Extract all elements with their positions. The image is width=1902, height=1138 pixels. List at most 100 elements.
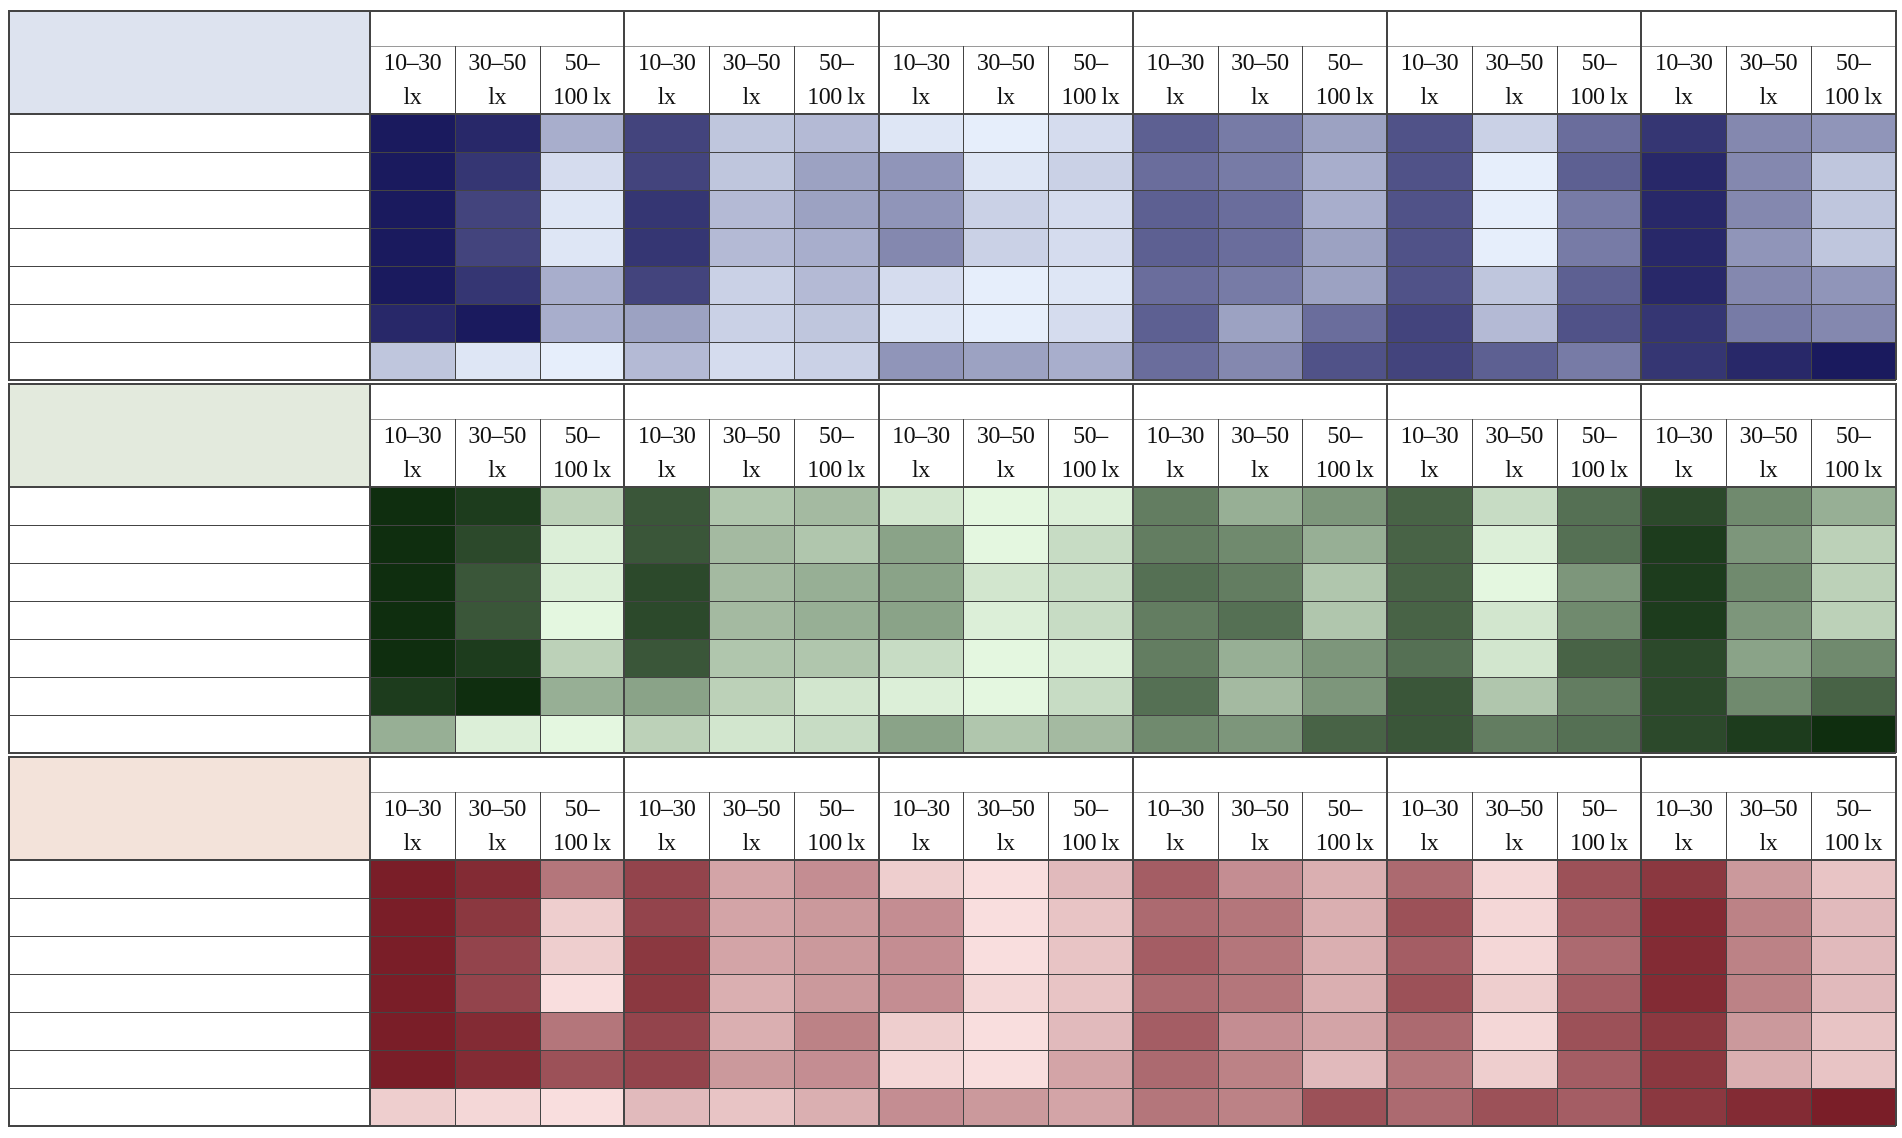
heatmap-cell (793, 677, 879, 715)
illuminance-header: 50– 100 lx (1557, 46, 1642, 114)
heatmap-cell (1726, 342, 1811, 380)
heatmap-cell (624, 898, 709, 936)
heatmap-cell (709, 639, 794, 677)
illuminance-unit: lx (657, 457, 676, 483)
illuminance-top: 10–30 (637, 423, 696, 449)
heatmap-cell (1641, 228, 1726, 266)
heatmap-cell (454, 228, 540, 266)
heatmap-cell (1217, 1088, 1303, 1126)
heatmap-cell (1217, 114, 1303, 152)
heatmap-cell (1726, 601, 1811, 639)
heatmap-cell (1726, 974, 1811, 1012)
heatmap-cell (963, 677, 1048, 715)
row-divider (8, 639, 1896, 640)
heatmap-cell (1132, 152, 1218, 190)
illuminance-header: 30–50 lx (963, 792, 1048, 860)
illuminance-top: 10–30 (1654, 796, 1713, 822)
heatmap-cell (963, 525, 1048, 563)
heatmap-cell (1641, 860, 1726, 898)
heatmap-cell (454, 936, 540, 974)
illuminance-top: 50– (1835, 796, 1871, 822)
column-divider (1302, 792, 1304, 1126)
illuminance-header: 10–30 lx (879, 792, 964, 860)
row-label (8, 190, 370, 228)
illuminance-header: 30–50 lx (1218, 46, 1303, 114)
heatmap-cell (709, 974, 794, 1012)
heatmap-cell (793, 342, 879, 380)
heatmap-cell (370, 677, 455, 715)
row-divider (8, 1012, 1896, 1013)
heatmap-cell (1726, 152, 1811, 190)
heatmap-cell (370, 190, 455, 228)
temperature-label (8, 756, 370, 860)
illuminance-header: 50– 100 lx (540, 46, 625, 114)
illuminance-top: 10–30 (892, 796, 950, 822)
heatmap-cell (1471, 601, 1557, 639)
heatmap-cell (793, 715, 879, 753)
illuminance-header: 50– 100 lx (1557, 792, 1642, 860)
heatmap-cell (454, 342, 540, 380)
illuminance-header: 10–30 lx (1387, 792, 1472, 860)
heatmap-cell (878, 190, 964, 228)
label-divider (369, 756, 371, 1126)
heatmap-cell (1471, 1012, 1557, 1050)
heatmap-cell (1048, 228, 1133, 266)
illuminance-top: 10–30 (1400, 796, 1459, 822)
heatmap-cell (793, 525, 879, 563)
heatmap-cell (709, 1088, 794, 1126)
illuminance-unit: lx (1759, 830, 1778, 856)
heatmap-cell (1302, 898, 1387, 936)
heatmap-cell (1217, 190, 1303, 228)
illuminance-top: 10–30 (637, 50, 696, 76)
heatmap-cell (539, 1088, 625, 1126)
heatmap-cell (539, 304, 625, 342)
column-divider (1556, 46, 1558, 380)
left-border (8, 10, 10, 380)
heatmap-cell (1641, 898, 1726, 936)
heatmap-cell (1217, 715, 1303, 753)
illuminance-header: 50– 100 lx (1557, 419, 1642, 487)
heatmap-cell (1471, 304, 1557, 342)
row-divider (8, 228, 1896, 229)
heatmap-cell (1641, 677, 1726, 715)
heatmap-cell (878, 639, 964, 677)
heatmap-cell (793, 936, 879, 974)
heatmap-cell (370, 487, 455, 525)
heatmap-cell (370, 563, 455, 601)
heatmap-cell (539, 342, 625, 380)
heatmap-cell (454, 974, 540, 1012)
heatmap-cell (709, 1012, 794, 1050)
heatmap-cell (1132, 677, 1218, 715)
heatmap-cell (963, 1050, 1048, 1088)
heatmap-cell (1132, 525, 1218, 563)
heatmap-cell (878, 304, 964, 342)
heatmap-cell (1132, 190, 1218, 228)
heatmap-cell (1387, 936, 1472, 974)
row-divider (8, 936, 1896, 937)
heatmap-cell (1132, 228, 1218, 266)
heatmap-cell (1302, 601, 1387, 639)
heatmap-cell (370, 898, 455, 936)
heatmap-cell (1217, 1012, 1303, 1050)
illuminance-unit: 100 lx (1315, 830, 1374, 856)
column-divider (1217, 46, 1219, 380)
heatmap-cell (1048, 152, 1133, 190)
heatmap-cell (963, 152, 1048, 190)
heatmap-cell (454, 114, 540, 152)
illuminance-header: 50– 100 lx (1048, 792, 1133, 860)
heatmap-cell (1641, 152, 1726, 190)
column-divider (454, 46, 456, 380)
illuminance-top: 50– (1073, 423, 1108, 449)
heatmap-cell (1641, 1012, 1726, 1050)
illuminance-unit: 100 lx (807, 84, 865, 110)
row-label (8, 487, 370, 525)
illuminance-unit: lx (1251, 84, 1269, 110)
cct-divider (1386, 383, 1388, 753)
illuminance-unit: lx (742, 830, 761, 856)
heatmap-cell (793, 266, 879, 304)
row-label (8, 525, 370, 563)
heatmap-cell (709, 715, 794, 753)
heatmap-cell (1810, 563, 1896, 601)
heatmap-cell (539, 1050, 625, 1088)
heatmap-cell (1302, 639, 1387, 677)
